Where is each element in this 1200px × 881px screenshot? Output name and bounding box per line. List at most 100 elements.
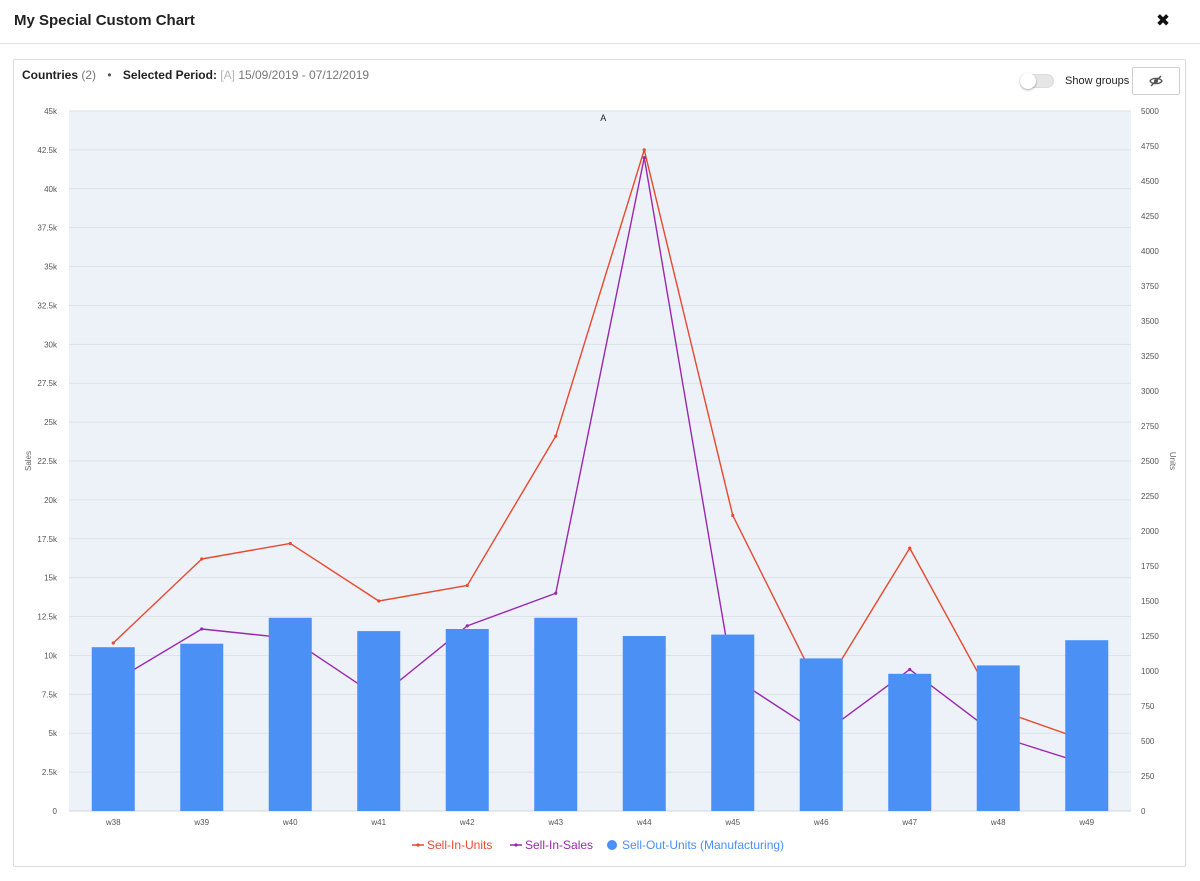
y-tick-label: 37.5k [37,224,58,233]
x-tick-label: w42 [459,818,475,827]
sell-in-units-point [288,541,292,546]
hide-series-button[interactable] [1132,67,1180,95]
y-tick-label: 45k [44,107,58,116]
period-tag: [A] [220,68,235,82]
sell-in-sales-point [908,667,912,672]
legend-item-sell-in-units[interactable]: Sell-In-Units [427,838,492,852]
y2-tick-label: 3500 [1141,317,1159,326]
y2-tick-label: 1750 [1141,562,1159,571]
y-tick-label: 30k [44,340,58,349]
separator-dot: • [107,68,112,82]
x-tick-label: w44 [636,818,652,827]
eye-slash-icon [1149,75,1163,87]
y2-tick-label: 2500 [1141,457,1159,466]
sell-in-sales-point [642,156,646,160]
y2-tick-label: 1000 [1141,667,1159,676]
bar[interactable] [799,658,843,811]
y-tick-label: 22.5k [37,457,58,466]
y2-axis-title: Units [1168,452,1177,470]
x-tick-label: w38 [105,818,121,827]
y-tick-label: 27.5k [37,379,58,388]
x-tick-label: w41 [370,818,386,827]
sell-in-units-point [377,599,381,603]
y-tick-label: 40k [44,185,58,194]
bar[interactable] [622,636,666,811]
y-tick-label: 20k [44,496,58,505]
legend-item-sell-in-sales[interactable]: Sell-In-Sales [525,838,593,852]
y2-tick-label: 0 [1141,807,1146,816]
x-tick-label: w40 [282,818,298,827]
y-tick-label: 0 [53,807,58,816]
y2-tick-label: 5000 [1141,107,1159,116]
chart-filter-summary: Countries (2) • Selected Period: [A] 15/… [22,68,369,82]
y2-tick-label: 250 [1141,772,1155,781]
bar[interactable] [711,634,755,811]
y-tick-label: 2.5k [42,768,58,777]
y-tick-label: 42.5k [37,146,58,155]
sell-in-units-point [908,546,912,550]
y2-tick-label: 2000 [1141,527,1159,536]
modal-header: My Special Custom Chart ✖ [0,0,1200,44]
sell-in-units-point [731,513,735,518]
sell-in-sales-point [465,624,469,628]
bar[interactable] [888,673,932,811]
bar[interactable] [357,631,401,811]
chart-card: Countries (2) • Selected Period: [A] 15/… [13,59,1186,867]
x-tick-label: w47 [901,818,917,827]
y-tick-label: 32.5k [37,301,58,310]
sell-in-units-line [112,149,1087,742]
bar[interactable] [976,665,1020,811]
show-groups-toggle[interactable] [1020,73,1054,89]
y-tick-label: 25k [44,418,58,427]
y-tick-label: 10k [44,651,58,660]
y2-tick-label: 4750 [1141,142,1159,151]
y-tick-label: 35k [44,263,58,272]
x-tick-label: w49 [1078,818,1094,827]
bar[interactable] [180,643,224,811]
y2-tick-label: 750 [1141,702,1155,711]
y2-tick-label: 4500 [1141,177,1159,186]
x-tick-label: w45 [724,818,740,827]
sell-in-units-point [111,641,115,645]
y2-tick-label: 4000 [1141,247,1159,256]
y-tick-label: 15k [44,574,58,583]
x-tick-label: w48 [990,818,1006,827]
y-tick-label: 12.5k [37,613,58,622]
y-tick-label: 17.5k [37,535,58,544]
y2-tick-label: 3000 [1141,387,1159,396]
bar[interactable] [445,629,489,811]
show-groups-label: Show groups [1065,75,1130,87]
y2-tick-label: 3250 [1141,352,1159,361]
annotation-label: A [600,113,606,123]
x-tick-label: w46 [813,818,829,827]
sell-in-sales-point [554,591,558,595]
bar[interactable] [1065,640,1109,811]
sell-in-units-point [200,557,204,561]
y2-tick-label: 1250 [1141,632,1159,641]
toggle-knob [1020,73,1036,89]
x-tick-label: w39 [193,818,209,827]
period-range: 15/09/2019 - 07/12/2019 [238,68,370,82]
sell-in-units-point [554,434,558,438]
x-tick-label: w43 [547,818,563,827]
y2-tick-label: 2250 [1141,492,1159,501]
close-icon[interactable]: ✖ [1155,11,1171,30]
y-tick-label: 5k [49,729,58,738]
modal-title: My Special Custom Chart [14,12,195,29]
bar[interactable] [534,617,578,811]
legend-marker-dot [514,843,518,847]
legend-marker-sell-out-units-manufacturing[interactable] [607,840,617,850]
bar[interactable] [268,617,312,811]
legend-item-sell-out-units-manufacturing[interactable]: Sell-Out-Units (Manufacturing) [622,838,784,852]
y2-tick-label: 3750 [1141,282,1159,291]
sell-in-sales-point [200,627,204,631]
sell-in-units-point [642,148,646,152]
countries-label: Countries [22,68,79,82]
y2-tick-label: 4250 [1141,212,1159,221]
y2-tick-label: 1500 [1141,597,1159,606]
bar[interactable] [91,647,135,811]
y-axis-title: Sales [24,451,33,471]
period-label: Selected Period: [122,68,217,82]
sell-in-units-point [465,583,469,588]
